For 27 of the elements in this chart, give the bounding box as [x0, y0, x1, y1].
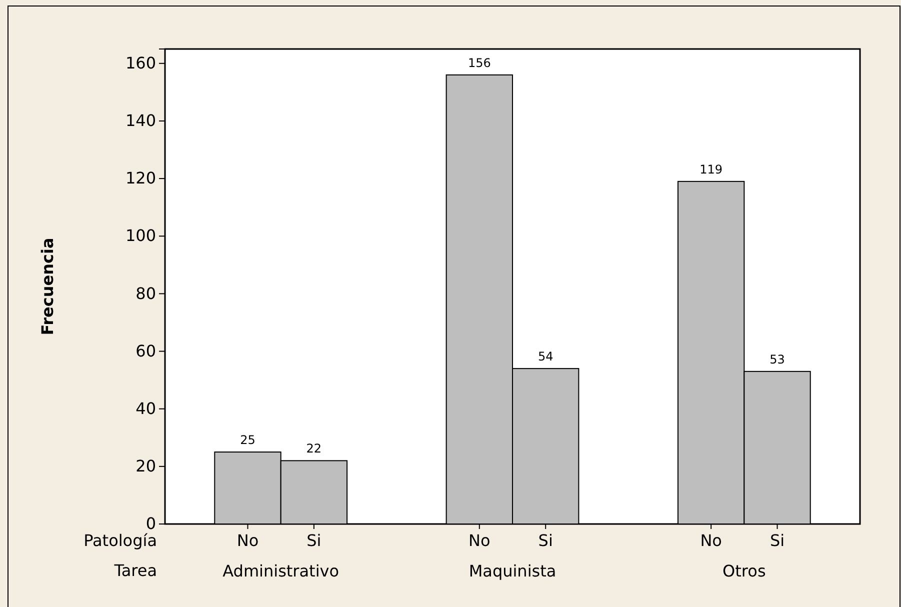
y-tick-label: 120: [125, 168, 156, 188]
series-label: Si: [306, 531, 322, 550]
y-tick-label: 60: [136, 341, 156, 360]
series-label: No: [236, 531, 259, 550]
x-tick-label: Administrativo: [222, 561, 340, 580]
data-label: 22: [306, 442, 322, 456]
data-label: 156: [468, 56, 491, 70]
text: No: [700, 531, 722, 550]
x-tick-label: Maquinista: [468, 561, 556, 580]
y-tick-label: 40: [136, 398, 156, 418]
data-label: 25: [240, 433, 256, 448]
y-tick-label: 80: [136, 284, 156, 303]
y-tick-label: 140: [125, 111, 156, 130]
y-axis-title: Frecuencia: [38, 238, 57, 336]
y-tick-label: 0: [146, 514, 156, 534]
legend-title: Patología: [84, 531, 157, 550]
y-tick-label: 20: [136, 456, 156, 476]
data-label: 54: [538, 350, 554, 364]
y-tick-label: 100: [125, 226, 156, 246]
text: Si: [770, 531, 785, 550]
data-label: 119: [700, 162, 723, 176]
x-axis-title: Tarea: [113, 561, 157, 580]
y-tick-label: 160: [125, 54, 156, 73]
text: Si: [538, 531, 553, 550]
text: No: [468, 531, 490, 550]
x-tick-label: Otros: [722, 561, 766, 580]
data-label: 53: [770, 352, 785, 366]
